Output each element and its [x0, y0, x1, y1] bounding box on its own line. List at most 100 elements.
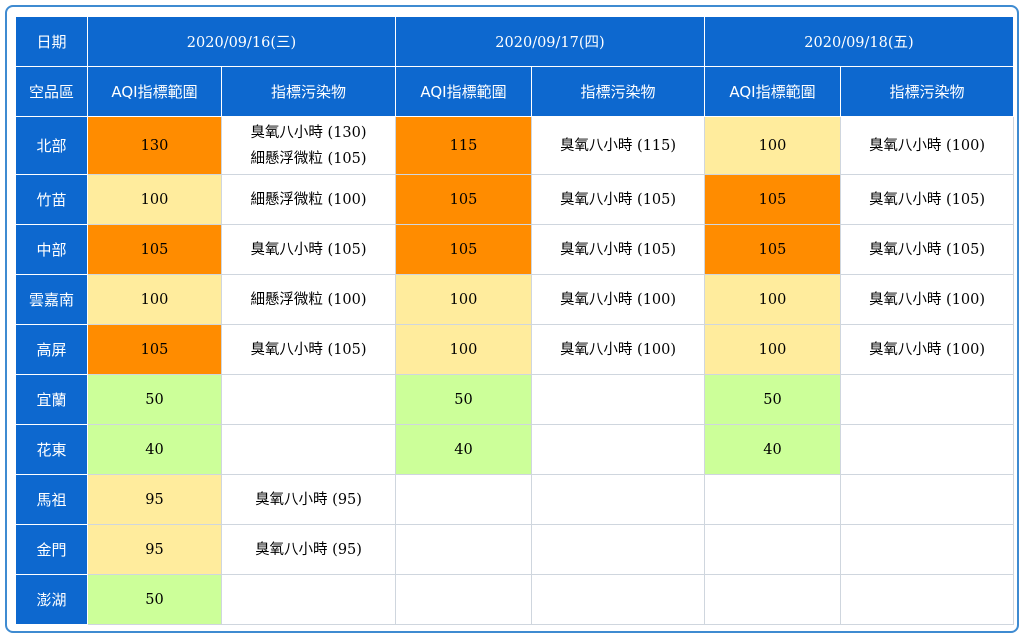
pollutant-cell: 臭氧八小時 (105)	[221, 324, 396, 375]
pollutant-cell: 臭氧八小時 (105)	[840, 174, 1014, 225]
region-name: 宜蘭	[15, 374, 88, 425]
aqi-value-cell: 105	[87, 324, 222, 375]
pollutant-cell: 臭氧八小時 (100)	[840, 324, 1014, 375]
aqi-value-cell	[395, 574, 532, 625]
table-row: 宜蘭 50 50 50	[15, 374, 1014, 425]
pollutant-text: 臭氧八小時 (95)	[255, 491, 362, 508]
pollutant-cell	[531, 474, 705, 525]
pollutant-text: 臭氧八小時 (105)	[868, 191, 986, 208]
aqi-range-header: AQI指標範圍	[704, 66, 841, 117]
pollutant-text: 臭氧八小時 (100)	[868, 291, 986, 308]
pollutant-cell: 臭氧八小時 (100)	[531, 324, 705, 375]
table-row: 高屏 105 臭氧八小時 (105) 100 臭氧八小時 (100) 100 臭氧八小時 (…	[15, 324, 1014, 375]
aqi-value-cell: 100	[704, 116, 841, 175]
aqi-value-cell	[704, 474, 841, 525]
aqi-value-cell	[704, 524, 841, 575]
aqi-value-cell: 95	[87, 524, 222, 575]
pollutant-cell	[221, 424, 396, 475]
pollutant-cell: 臭氧八小時 (100)	[840, 274, 1014, 325]
pollutant-cell	[531, 524, 705, 575]
aqi-range-header: AQI指標範圍	[395, 66, 532, 117]
date-header-day-2: 2020/09/17(四)	[395, 16, 705, 67]
region-header-label: 空品區	[15, 66, 88, 117]
pollutant-text: 細懸浮微粒 (105)	[250, 150, 367, 167]
aqi-value-cell: 100	[395, 274, 532, 325]
pollutant-text: 臭氧八小時 (100)	[868, 341, 986, 358]
pollutant-text: 細懸浮微粒 (100)	[250, 191, 367, 208]
pollutant-text: 臭氧八小時 (100)	[868, 137, 986, 154]
pollutant-text: 臭氧八小時 (95)	[255, 541, 362, 558]
aqi-value-cell: 100	[87, 174, 222, 225]
aqi-value-cell	[704, 574, 841, 625]
pollutant-cell: 細懸浮微粒 (100)	[221, 274, 396, 325]
aqi-value-cell: 100	[704, 324, 841, 375]
region-name: 北部	[15, 116, 88, 175]
aqi-table-body: 北部 130 臭氧八小時 (130) 細懸浮微粒 (105) 115 臭氧八小時 (115…	[15, 116, 1014, 625]
aqi-value-cell: 105	[704, 174, 841, 225]
aqi-value-cell: 100	[395, 324, 532, 375]
pollutant-text: 細懸浮微粒 (100)	[250, 291, 367, 308]
table-row: 雲嘉南 100 細懸浮微粒 (100) 100 臭氧八小時 (100) 100 臭氧八小時 …	[15, 274, 1014, 325]
aqi-value-cell: 95	[87, 474, 222, 525]
region-name: 金門	[15, 524, 88, 575]
aqi-value-cell: 130	[87, 116, 222, 175]
pollutant-cell	[531, 374, 705, 425]
pollutant-cell	[531, 574, 705, 625]
aqi-value-cell: 105	[87, 224, 222, 275]
aqi-range-header: AQI指標範圍	[87, 66, 222, 117]
table-row: 金門 95 臭氧八小時 (95)	[15, 524, 1014, 575]
pollutant-header: 指標污染物	[531, 66, 705, 117]
region-name: 中部	[15, 224, 88, 275]
pollutant-cell	[840, 374, 1014, 425]
aqi-value-cell: 100	[704, 274, 841, 325]
table-row: 馬祖 95 臭氧八小時 (95)	[15, 474, 1014, 525]
aqi-forecast-table: 日期 2020/09/16(三) 2020/09/17(四) 2020/09/1…	[15, 16, 1014, 625]
pollutant-cell	[221, 374, 396, 425]
pollutant-text: 臭氧八小時 (115)	[559, 137, 677, 154]
pollutant-cell: 臭氧八小時 (105)	[840, 224, 1014, 275]
pollutant-header: 指標污染物	[840, 66, 1014, 117]
pollutant-text: 臭氧八小時 (100)	[559, 341, 677, 358]
pollutant-cell	[221, 574, 396, 625]
aqi-forecast-panel: 日期 2020/09/16(三) 2020/09/17(四) 2020/09/1…	[5, 5, 1019, 633]
aqi-value-cell: 40	[395, 424, 532, 475]
aqi-value-cell: 40	[704, 424, 841, 475]
column-header-row: 空品區 AQI指標範圍 指標污染物 AQI指標範圍 指標污染物 AQI指標範圍 …	[15, 66, 1014, 117]
aqi-value-cell: 115	[395, 116, 532, 175]
table-row: 竹苗 100 細懸浮微粒 (100) 105 臭氧八小時 (105) 105 臭氧八小時 (…	[15, 174, 1014, 225]
aqi-value-cell: 50	[395, 374, 532, 425]
pollutant-text: 臭氧八小時 (100)	[559, 291, 677, 308]
pollutant-cell: 臭氧八小時 (95)	[221, 474, 396, 525]
aqi-value-cell: 40	[87, 424, 222, 475]
table-row: 北部 130 臭氧八小時 (130) 細懸浮微粒 (105) 115 臭氧八小時 (115…	[15, 116, 1014, 175]
aqi-value-cell: 100	[87, 274, 222, 325]
pollutant-header: 指標污染物	[221, 66, 396, 117]
pollutant-cell: 臭氧八小時 (105)	[531, 174, 705, 225]
pollutant-cell: 臭氧八小時 (105)	[531, 224, 705, 275]
region-name: 馬祖	[15, 474, 88, 525]
pollutant-text: 臭氧八小時 (105)	[868, 241, 986, 258]
aqi-value-cell	[395, 524, 532, 575]
aqi-value-cell: 50	[704, 374, 841, 425]
aqi-value-cell: 105	[395, 174, 532, 225]
pollutant-cell: 臭氧八小時 (105)	[221, 224, 396, 275]
pollutant-cell	[840, 424, 1014, 475]
region-name: 高屏	[15, 324, 88, 375]
aqi-value-cell: 50	[87, 574, 222, 625]
pollutant-text: 臭氧八小時 (130)	[250, 124, 367, 141]
date-header-label: 日期	[15, 16, 88, 67]
pollutant-cell: 臭氧八小時 (130) 細懸浮微粒 (105)	[221, 116, 396, 175]
pollutant-cell: 臭氧八小時 (100)	[531, 274, 705, 325]
region-name: 花東	[15, 424, 88, 475]
pollutant-cell	[840, 574, 1014, 625]
pollutant-text: 臭氧八小時 (105)	[250, 241, 367, 258]
pollutant-cell: 臭氧八小時 (95)	[221, 524, 396, 575]
aqi-value-cell: 50	[87, 374, 222, 425]
table-row: 中部 105 臭氧八小時 (105) 105 臭氧八小時 (105) 105 臭氧八小時 (…	[15, 224, 1014, 275]
pollutant-cell	[840, 524, 1014, 575]
pollutant-cell: 臭氧八小時 (115)	[531, 116, 705, 175]
table-row: 澎湖 50	[15, 574, 1014, 625]
date-header-row: 日期 2020/09/16(三) 2020/09/17(四) 2020/09/1…	[15, 16, 1014, 67]
aqi-value-cell: 105	[395, 224, 532, 275]
pollutant-cell	[840, 474, 1014, 525]
